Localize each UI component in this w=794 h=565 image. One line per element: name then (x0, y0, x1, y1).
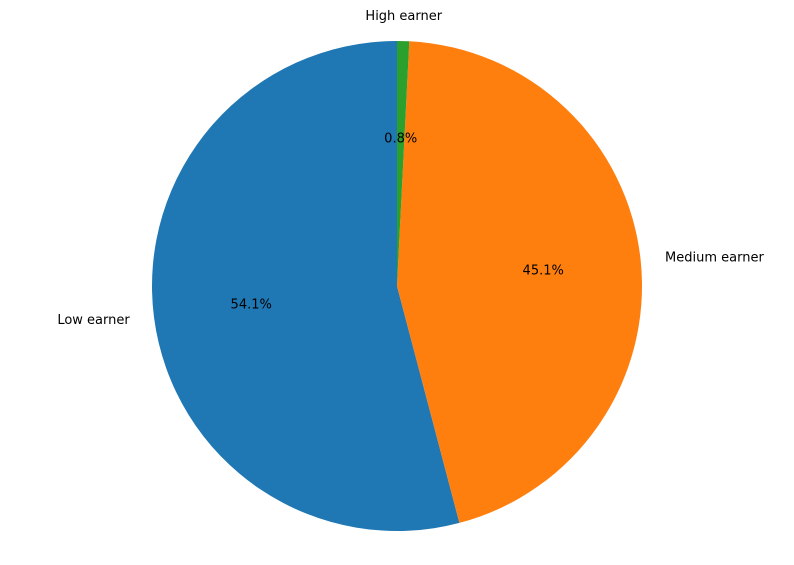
pie-slice-low-earner (151, 41, 460, 532)
pie-labels: Low earner 54.1% Medium earner 45.1% High ea… (57, 9, 764, 328)
category-label: Low earner (57, 313, 130, 328)
pie-slices (151, 41, 642, 532)
category-label: High earner (365, 9, 442, 24)
pie-slice-high-earner (397, 41, 410, 286)
pie-slice-medium-earner (397, 41, 642, 523)
percent-label: 54.1% (231, 297, 272, 312)
category-label: Medium earner (665, 251, 764, 266)
percent-label: 0.8% (384, 132, 417, 147)
percent-label: 45.1% (523, 263, 564, 278)
